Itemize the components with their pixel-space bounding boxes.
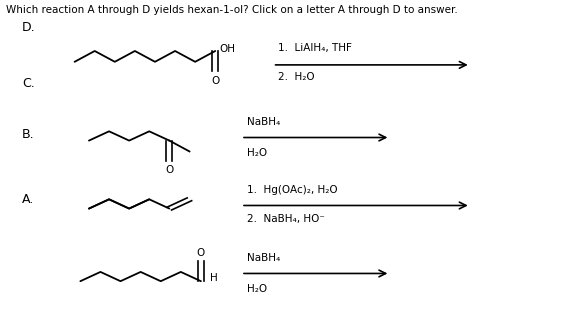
- Text: OH: OH: [220, 44, 236, 54]
- Text: 1.  LiAlH₄, THF: 1. LiAlH₄, THF: [278, 43, 352, 53]
- Text: NaBH₄: NaBH₄: [247, 253, 280, 263]
- Text: B.: B.: [22, 128, 34, 141]
- Text: O: O: [211, 76, 219, 86]
- Text: H: H: [210, 273, 218, 283]
- Text: C.: C.: [22, 77, 34, 90]
- Text: 2.  NaBH₄, HO⁻: 2. NaBH₄, HO⁻: [247, 214, 325, 224]
- Text: H₂O: H₂O: [247, 148, 267, 158]
- Text: O: O: [197, 248, 205, 258]
- Text: Which reaction A through D yields hexan-1-ol? Click on a letter A through D to a: Which reaction A through D yields hexan-…: [6, 5, 457, 15]
- Text: H₂O: H₂O: [247, 284, 267, 294]
- Text: A.: A.: [22, 193, 34, 206]
- Text: 1.  Hg(OAc)₂, H₂O: 1. Hg(OAc)₂, H₂O: [247, 185, 338, 195]
- Text: NaBH₄: NaBH₄: [247, 117, 280, 127]
- Text: D.: D.: [22, 21, 36, 34]
- Text: 2.  H₂O: 2. H₂O: [278, 72, 315, 82]
- Text: O: O: [165, 165, 173, 175]
